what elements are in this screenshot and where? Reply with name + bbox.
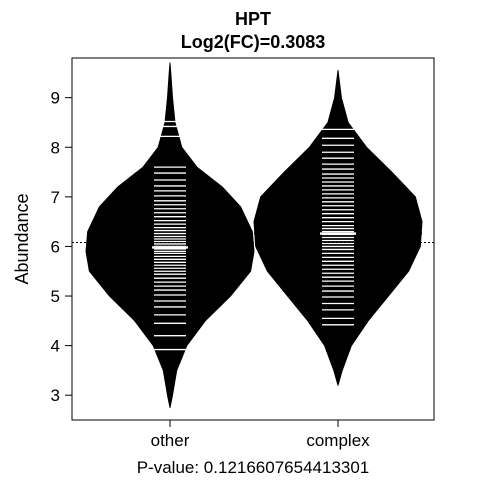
x-axis: other complex	[151, 419, 370, 450]
y-tick-label: 3	[51, 386, 60, 405]
x-axis-label: P-value: 0.1216607654413301	[137, 458, 370, 477]
bean-shape-other	[85, 62, 255, 409]
y-tick-label: 7	[51, 188, 60, 207]
y-axis-label: Abundance	[12, 193, 32, 284]
y-axis: 3 4 5 6 7 8 9	[51, 89, 73, 405]
chart-title: HPT	[235, 9, 271, 29]
bean-shape-complex	[253, 69, 423, 386]
x-tick-label: other	[151, 431, 190, 450]
plot-frame	[71, 57, 435, 421]
y-tick-label: 8	[51, 138, 60, 157]
y-tick-label: 6	[51, 237, 60, 256]
chart-subtitle: Log2(FC)=0.3083	[181, 32, 326, 52]
bean-group	[72, 62, 434, 409]
x-tick-label: complex	[306, 431, 370, 450]
y-tick-label: 5	[51, 287, 60, 306]
y-tick-label: 4	[51, 337, 60, 356]
y-tick-label: 9	[51, 89, 60, 108]
